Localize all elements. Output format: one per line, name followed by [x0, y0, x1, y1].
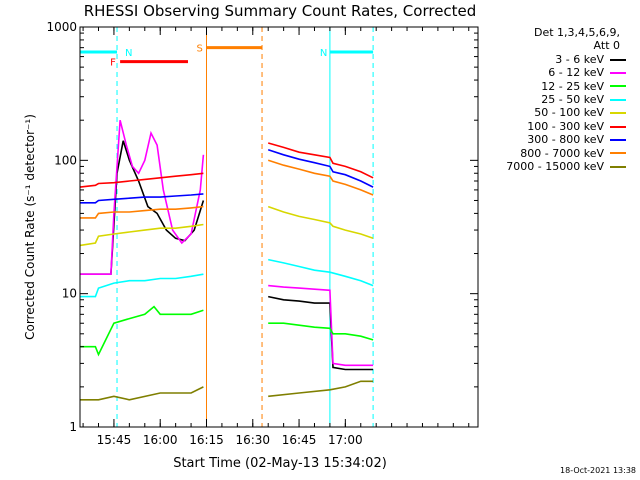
legend-entry-2: 12 - 25 keV [482, 80, 632, 93]
legend-swatch [610, 85, 626, 88]
plot-area: N NFS [79, 27, 374, 427]
x-tick-label-3: 16:30 [235, 433, 270, 447]
annotation-label-3: S [196, 44, 202, 55]
series-line-3 [80, 258, 374, 298]
legend-label: 12 - 25 keV [541, 79, 604, 93]
legend-label: 6 - 12 keV [548, 66, 604, 80]
series-line-4 [79, 205, 374, 247]
legend-entry-7: 800 - 7000 keV [482, 147, 632, 160]
legend-header-line2: Att 0 [593, 39, 620, 53]
legend-entry-8: 7000 - 15000 keV [482, 160, 632, 173]
plot-frame [79, 26, 479, 428]
legend-swatch [610, 152, 626, 155]
x-tick-label-2: 16:15 [189, 433, 224, 447]
legend-entry-3: 25 - 50 keV [482, 93, 632, 106]
legend-swatch [610, 125, 626, 128]
legend-label: 100 - 300 keV [527, 119, 604, 133]
series-line-5 [79, 142, 374, 188]
series-line-8 [80, 380, 374, 401]
legend-label: 300 - 800 keV [527, 133, 604, 147]
annotation-label-2: F [110, 58, 116, 69]
y-axis-label: Corrected Count Rate (s⁻¹ detector⁻¹) [23, 114, 37, 340]
x-tick-label-1: 16:00 [143, 433, 178, 447]
x-tick-label-0: 15:45 [97, 433, 132, 447]
generation-timestamp: 18-Oct-2021 13:38 [560, 466, 636, 475]
legend-label: 800 - 7000 keV [520, 146, 604, 160]
y-tick-label-1: 10 [62, 287, 77, 301]
chart-title: RHESSI Observing Summary Count Rates, Co… [84, 2, 477, 20]
series-line-6 [80, 149, 374, 204]
legend-label: 7000 - 15000 keV [506, 160, 604, 174]
legend: Det 1,3,4,5,6,9, Att 0 3 - 6 keV 6 - 12 k… [482, 26, 632, 173]
legend-label: 3 - 6 keV [555, 52, 604, 66]
x-axis-label: Start Time (02-May-13 15:34:02) [173, 456, 387, 471]
series-line-1 [80, 120, 374, 367]
y-tick-label-2: 100 [54, 153, 77, 167]
legend-label: 25 - 50 keV [541, 93, 604, 107]
legend-entry-6: 300 - 800 keV [482, 133, 632, 146]
annotation-label-0: N [125, 48, 132, 59]
series-line-2 [80, 305, 374, 357]
series-line-7 [80, 159, 374, 219]
legend-label: 50 - 100 keV [534, 106, 604, 120]
legend-header-line1: Det 1,3,4,5,6,9, [533, 26, 620, 39]
series-line-0 [80, 140, 374, 371]
x-tick-label-4: 16:45 [282, 433, 317, 447]
legend-entry-5: 100 - 300 keV [482, 120, 632, 133]
legend-entry-4: 50 - 100 keV [482, 106, 632, 119]
legend-swatch [610, 138, 626, 141]
legend-swatch [610, 71, 626, 74]
legend-swatch [610, 58, 626, 61]
x-tick-label-5: 17:00 [328, 433, 363, 447]
legend-swatch [610, 165, 626, 168]
annotation-label-1: N [320, 48, 327, 59]
axis-ticks: 1 10 100 1000 15:45 16:00 16:15 16:30 16:45 17:00 [46, 20, 478, 447]
legend-swatch [610, 98, 626, 101]
legend-swatch [610, 112, 626, 115]
y-tick-label-0: 1 [69, 420, 77, 434]
legend-entry-0: 3 - 6 keV [482, 53, 632, 66]
legend-entry-1: 6 - 12 keV [482, 66, 632, 79]
y-tick-label-3: 1000 [46, 20, 77, 34]
